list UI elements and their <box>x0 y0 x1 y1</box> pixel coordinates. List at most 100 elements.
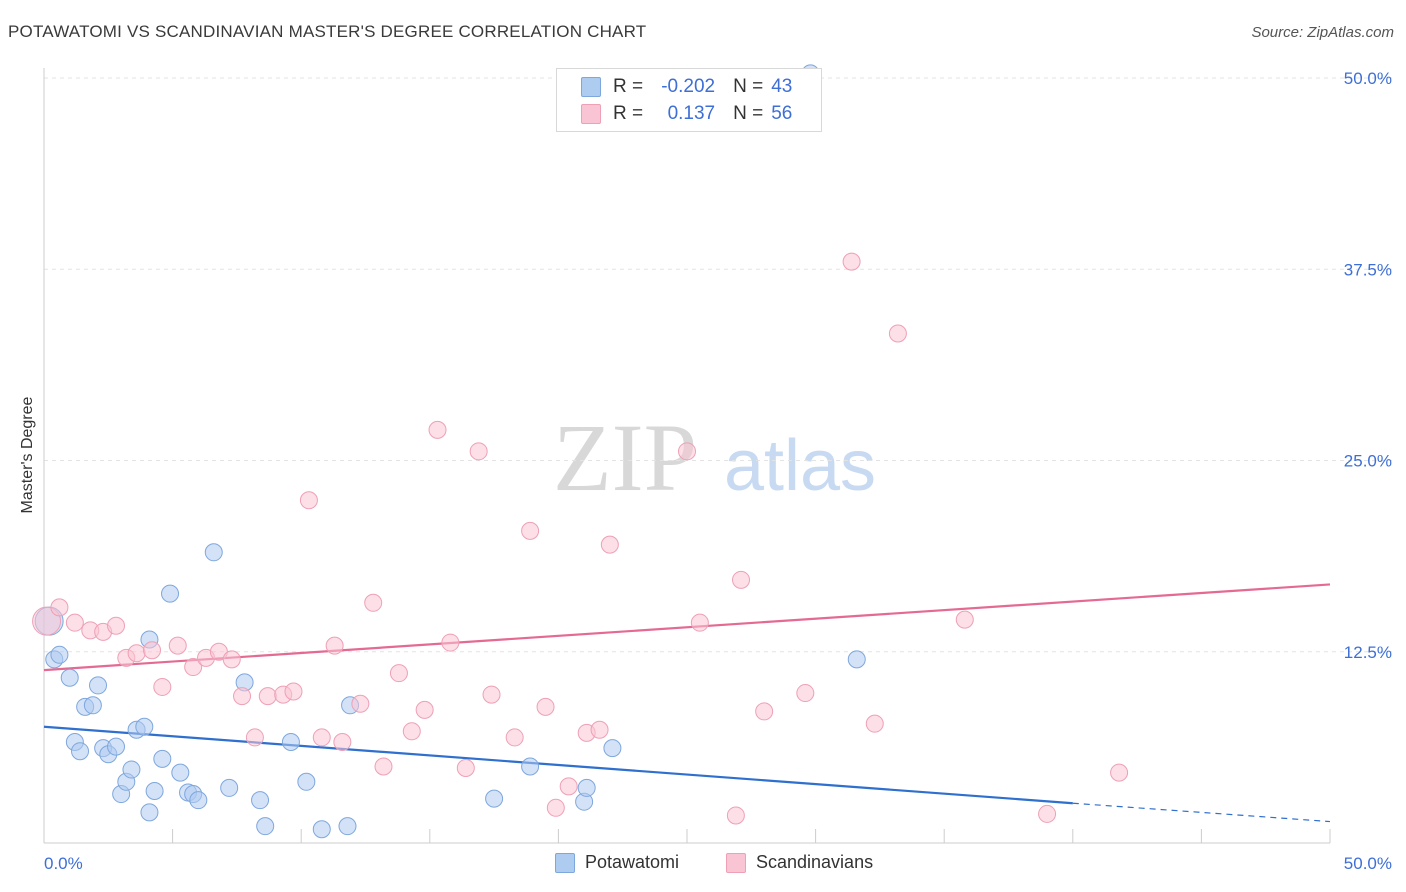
gridlines <box>44 77 1392 653</box>
legend-label: Potawatomi <box>585 852 680 872</box>
data-point <box>603 739 622 758</box>
potawatomi-swatch <box>555 852 575 873</box>
y-tick-label: 37.5% <box>1344 260 1392 279</box>
y-axis-label: Master's Degree <box>19 396 36 514</box>
watermark: ZIP atlas <box>553 404 876 511</box>
watermark-zip: ZIP <box>553 404 697 511</box>
data-point <box>168 636 187 655</box>
watermark-atlas: atlas <box>724 426 876 506</box>
data-point <box>600 535 619 554</box>
data-point <box>469 442 488 461</box>
data-point <box>233 687 252 706</box>
potawatomi-swatch <box>581 77 601 97</box>
x-tick-label: 0.0% <box>44 854 83 873</box>
n-value: 43 <box>771 76 793 97</box>
stats-row-potawatomi: R = -0.202 N = 43 <box>581 75 792 99</box>
data-point <box>140 803 159 822</box>
data-point <box>415 700 434 719</box>
data-point <box>107 737 126 756</box>
y-tick-label: 25.0% <box>1344 452 1392 471</box>
data-point <box>888 324 907 343</box>
data-point <box>312 728 331 747</box>
scandinavians-swatch <box>581 104 601 124</box>
data-point <box>153 749 172 768</box>
x-tick-label: 50.0% <box>1344 854 1392 873</box>
data-point <box>796 684 815 703</box>
trendline <box>43 725 1073 805</box>
data-point <box>482 685 501 704</box>
data-point <box>220 778 239 797</box>
data-point <box>312 820 331 839</box>
data-point <box>726 806 745 825</box>
data-point <box>65 613 84 632</box>
legend-item-potawatomi[interactable]: Potawatomi <box>555 852 679 873</box>
data-point <box>297 772 316 791</box>
data-point <box>577 778 596 797</box>
data-point <box>1110 763 1129 782</box>
data-point <box>71 742 90 761</box>
data-point <box>189 791 208 810</box>
chart-title: POTAWATOMI VS SCANDINAVIAN MASTER'S DEGR… <box>8 22 647 41</box>
legend-item-scandinavians[interactable]: Scandinavians <box>726 852 873 873</box>
data-point <box>521 757 540 776</box>
data-point <box>690 613 709 632</box>
y-tick-label: 12.5% <box>1344 643 1392 662</box>
n-label: N = <box>733 76 764 97</box>
data-point <box>732 570 751 589</box>
data-point <box>83 696 102 715</box>
r-value: -0.202 <box>661 76 716 97</box>
stats-row-scandinavians: R = 0.137 N = 56 <box>581 102 792 126</box>
tick-labels: 12.5% 25.0% 37.5% 50.0% 0.0% 50.0% <box>44 69 1392 873</box>
data-point <box>755 702 774 721</box>
data-point <box>50 645 69 664</box>
data-point <box>389 664 408 683</box>
data-point <box>284 682 303 701</box>
data-point <box>60 668 79 687</box>
data-point <box>122 760 141 779</box>
data-point <box>374 757 393 776</box>
data-point <box>333 733 352 752</box>
data-point <box>127 644 146 663</box>
data-point <box>299 491 318 510</box>
n-value: 56 <box>771 103 793 124</box>
data-point <box>135 717 154 736</box>
data-point <box>546 798 565 817</box>
data-point <box>50 598 69 617</box>
data-point <box>865 714 884 733</box>
r-label: R = <box>613 103 644 124</box>
data-points <box>32 64 1129 839</box>
trendlines <box>43 583 1331 823</box>
data-point <box>245 728 264 747</box>
data-point <box>281 733 300 752</box>
data-point <box>955 610 974 629</box>
trendline <box>43 583 1331 672</box>
r-value: 0.137 <box>667 103 716 124</box>
data-point <box>107 616 126 635</box>
scandinavians-swatch <box>726 852 746 873</box>
data-point <box>505 728 524 747</box>
data-point <box>222 650 241 669</box>
data-point <box>171 763 190 782</box>
source-label: Source: ZipAtlas.com <box>1251 24 1394 41</box>
data-point <box>351 694 370 713</box>
data-point <box>402 722 421 741</box>
data-point <box>559 777 578 796</box>
r-label: R = <box>613 76 644 97</box>
data-point <box>153 677 172 696</box>
data-point <box>456 759 475 778</box>
data-point <box>536 697 555 716</box>
n-label: N = <box>733 103 764 124</box>
trendline-extension <box>1072 802 1331 823</box>
series-legend: Potawatomi Scandinavians <box>0 852 1406 876</box>
data-point <box>1038 804 1057 823</box>
data-point <box>184 658 203 677</box>
data-point <box>161 584 180 603</box>
data-point <box>145 781 164 800</box>
data-point <box>325 636 344 655</box>
data-point <box>364 593 383 612</box>
data-point <box>256 817 275 836</box>
data-point <box>251 791 270 810</box>
data-point <box>678 442 696 461</box>
data-point <box>258 687 277 706</box>
data-point <box>847 650 866 669</box>
